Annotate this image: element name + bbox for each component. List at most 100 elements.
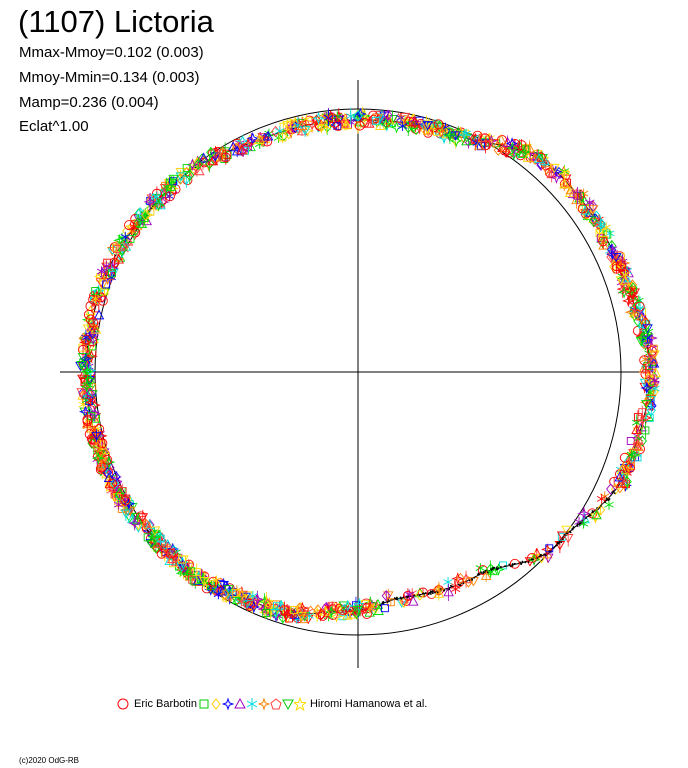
data-point (180, 560, 190, 573)
data-point (290, 606, 299, 614)
data-point-hiromi (431, 592, 434, 595)
data-point (120, 231, 131, 242)
data-point (649, 350, 660, 360)
data-point (390, 120, 403, 134)
data-point (636, 310, 647, 321)
data-point (338, 612, 347, 621)
legend: Eric Barbotin Hiromi Hamanowa et al. (116, 697, 428, 711)
data-point (639, 328, 653, 342)
data-point-hiromi (555, 544, 558, 547)
data-point (338, 601, 350, 611)
data-point (93, 309, 105, 320)
data-point-hiromi (458, 584, 461, 587)
legend-triangle-down-icon (282, 699, 294, 711)
data-point-hiromi (405, 595, 408, 598)
data-point (246, 131, 260, 145)
data-point-hiromi (421, 592, 424, 595)
data-point (641, 399, 652, 410)
stat-eclat: Eclat^1.00 (19, 118, 89, 135)
data-point (198, 152, 209, 163)
data-point (187, 567, 196, 576)
data-point-hiromi (612, 490, 615, 493)
data-point (111, 470, 121, 483)
data-point (626, 449, 637, 460)
data-point (543, 553, 554, 564)
data-point-hiromi (427, 593, 430, 596)
data-point (608, 244, 618, 255)
data-point (77, 353, 89, 363)
data-point (285, 614, 293, 623)
data-point (461, 135, 472, 146)
data-point-hiromi (613, 492, 616, 495)
data-point-hiromi (431, 590, 433, 593)
data-point (83, 376, 95, 386)
data-point (344, 602, 356, 613)
legend-star4-icon (221, 697, 234, 711)
data-point (91, 293, 101, 304)
data-point (372, 113, 384, 124)
data-point (647, 348, 658, 361)
data-point (82, 395, 92, 406)
data-points (75, 106, 661, 625)
data-point-hiromi (572, 526, 575, 529)
data-point-hiromi (611, 491, 614, 494)
data-point-hiromi (514, 562, 516, 565)
data-point (352, 606, 364, 616)
data-point (370, 604, 382, 615)
legend-diamond-icon (211, 698, 221, 710)
data-point-hiromi (544, 553, 546, 556)
data-point (545, 544, 554, 553)
data-point (110, 477, 120, 490)
data-point (455, 572, 466, 585)
data-point (139, 212, 150, 223)
data-point (227, 141, 239, 152)
data-point (85, 395, 96, 406)
data-point (619, 452, 630, 463)
data-point (120, 495, 131, 506)
data-point-hiromi (395, 598, 398, 601)
data-point-hiromi (607, 499, 610, 502)
data-point (182, 164, 191, 172)
data-point-hiromi (505, 565, 507, 567)
data-point (92, 441, 102, 453)
data-point (84, 429, 95, 440)
data-point (610, 253, 622, 263)
data-point (443, 576, 453, 587)
data-point (449, 134, 463, 148)
data-point (107, 269, 116, 278)
data-point (371, 116, 380, 125)
data-point (312, 111, 325, 125)
data-point-hiromi (585, 516, 588, 519)
stat-mmax-mmoy: Mmax-Mmoy=0.102 (0.003) (19, 44, 204, 61)
data-point (164, 191, 175, 202)
data-point-hiromi (483, 571, 486, 574)
data-point (232, 585, 242, 596)
data-point (650, 375, 660, 386)
data-point (408, 595, 419, 606)
data-point (635, 312, 649, 326)
data-point (304, 610, 314, 621)
data-point-hiromi (538, 555, 541, 558)
data-point (353, 110, 363, 122)
data-point (324, 605, 338, 619)
data-point (284, 128, 294, 140)
data-point (169, 177, 178, 186)
data-point (330, 610, 343, 623)
data-point-hiromi (443, 589, 446, 592)
data-point (151, 542, 161, 554)
data-point (81, 344, 93, 355)
data-point (540, 543, 554, 556)
data-point (341, 599, 355, 613)
data-point (397, 121, 408, 132)
data-point (637, 435, 647, 447)
data-point (316, 608, 327, 620)
data-point (83, 364, 97, 377)
data-point (76, 388, 87, 398)
data-point (522, 151, 534, 162)
data-point (517, 145, 531, 159)
data-point (509, 558, 520, 569)
data-point (147, 530, 161, 544)
data-point-hiromi (402, 596, 405, 599)
data-point-hiromi (393, 597, 396, 599)
data-point (102, 454, 113, 465)
